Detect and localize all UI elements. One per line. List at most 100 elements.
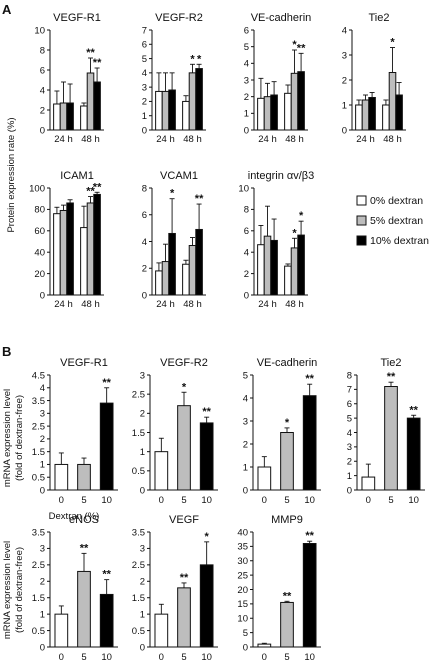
y-tick-label: 0	[140, 642, 145, 653]
y-tick-label: 2	[140, 409, 145, 420]
bar	[77, 463, 91, 491]
x-tick-label: 24 h	[156, 299, 175, 310]
bar	[80, 227, 88, 296]
y-tick-label: 10	[34, 25, 45, 36]
y-tick-label: 1.5	[132, 428, 145, 439]
y-tick-label: 2	[40, 577, 45, 588]
y-tick-label: 8	[347, 370, 352, 381]
y-tick-label: 4	[142, 68, 147, 79]
y-tick-label: 1.5	[132, 593, 145, 604]
x-tick-label: 10	[201, 495, 212, 506]
bar	[99, 593, 114, 648]
x-tick-label: 5	[181, 652, 186, 663]
y-tick-label: 2	[347, 457, 352, 468]
x-tick-label: 48 h	[285, 134, 304, 145]
y-tick-label: 3	[347, 442, 352, 453]
bar	[80, 105, 88, 131]
dextran-x-axis-label: Dextran (%)	[49, 511, 100, 522]
bar	[86, 72, 95, 131]
bar	[270, 94, 278, 131]
y-tick-label: 100	[29, 183, 45, 194]
significance-marker: *	[292, 227, 297, 239]
bar	[302, 395, 317, 491]
chart-title: VEGF	[169, 514, 199, 526]
x-tick-label: 24 h	[356, 134, 375, 145]
y-tick-label: 0	[142, 125, 147, 136]
chart-title: eNOS	[69, 514, 99, 526]
y-tick-label: 6	[244, 226, 249, 237]
y-tick-label: 4	[243, 393, 248, 404]
chart-title: VEGF-R2	[155, 12, 203, 24]
y-tick-label: 30	[237, 556, 248, 567]
chart-4: ICAM1 0 20 40 60 80 100 24 h 48 h ****	[29, 170, 104, 310]
significance-marker: *	[292, 39, 297, 51]
y-tick-label: 6	[142, 210, 147, 221]
bar	[59, 102, 68, 131]
mrna-y-axis-label-line1-row2: mRNA expression level	[2, 541, 13, 639]
x-tick-label: 5	[284, 495, 289, 506]
protein-y-axis-label: Protein expression rate (%)	[6, 117, 17, 232]
bar	[59, 209, 68, 296]
bar	[99, 402, 114, 491]
y-tick-label: 2	[142, 264, 147, 275]
x-tick-label: 48 h	[81, 134, 100, 145]
chart-title: VCAM1	[160, 170, 198, 182]
x-tick-label: 48 h	[183, 134, 202, 145]
y-tick-label: 5	[244, 42, 249, 53]
y-tick-label: 5	[347, 413, 352, 424]
bar	[177, 405, 191, 491]
x-tick-label: 24 h	[258, 299, 277, 310]
y-tick-label: 0	[244, 290, 249, 301]
y-tick-label: 1	[40, 609, 45, 620]
y-tick-label: 4	[142, 237, 147, 248]
y-tick-label: 40	[34, 248, 45, 259]
chart-1: VEGF-R2 0 1 2 3 4 5 6 7 24 h 48 h * *	[142, 12, 206, 145]
significance-marker: **	[180, 572, 189, 584]
significance-marker: *	[285, 417, 290, 429]
y-tick-label: 6	[142, 40, 147, 51]
bar	[297, 71, 305, 131]
x-tick-label: 0	[262, 652, 267, 663]
x-tick-label: 0	[366, 495, 371, 506]
bar	[257, 643, 272, 648]
y-tick-label: 0	[40, 290, 45, 301]
y-tick-label: 3.5	[132, 527, 145, 538]
bar	[257, 466, 272, 491]
y-tick-label: 0	[142, 290, 147, 301]
y-tick-label: 2.5	[132, 389, 145, 400]
bar	[155, 270, 163, 296]
bar	[270, 239, 278, 296]
significance-marker: *	[205, 531, 210, 543]
y-tick-label: 2.5	[32, 560, 45, 571]
bar	[199, 564, 214, 648]
bar	[284, 92, 292, 131]
x-tick-label: 5	[81, 652, 86, 663]
bar	[86, 202, 95, 296]
y-tick-label: 0	[347, 485, 352, 496]
chart-2: VE-cadherin 0 1 2 3 4 5 6 24 h 48 h * **	[244, 12, 312, 145]
y-tick-label: 6	[40, 65, 45, 76]
y-tick-label: 20	[34, 269, 45, 280]
bar	[53, 213, 61, 296]
bar	[384, 386, 398, 491]
bar	[188, 245, 197, 296]
y-tick-label: 3	[40, 544, 45, 555]
x-tick-label: 24 h	[54, 134, 73, 145]
significance-marker: *	[390, 37, 395, 49]
bar	[66, 202, 74, 296]
y-tick-label: 3.5	[32, 527, 45, 538]
significance-marker: **	[305, 530, 314, 542]
bar	[368, 97, 376, 131]
y-tick-label: 4	[342, 25, 347, 36]
y-tick-label: 3	[142, 82, 147, 93]
y-tick-label: 3	[342, 50, 347, 61]
chart-3: Tie2 0 1 2 3 4 24 h 48 h *	[342, 12, 406, 145]
y-tick-label: 3	[140, 544, 145, 555]
y-tick-label: 0.5	[132, 626, 145, 637]
x-tick-label: 0	[159, 652, 164, 663]
bar	[361, 476, 376, 491]
bar	[161, 90, 170, 131]
x-tick-label: 10	[408, 495, 419, 506]
y-tick-label: 4	[244, 59, 249, 70]
